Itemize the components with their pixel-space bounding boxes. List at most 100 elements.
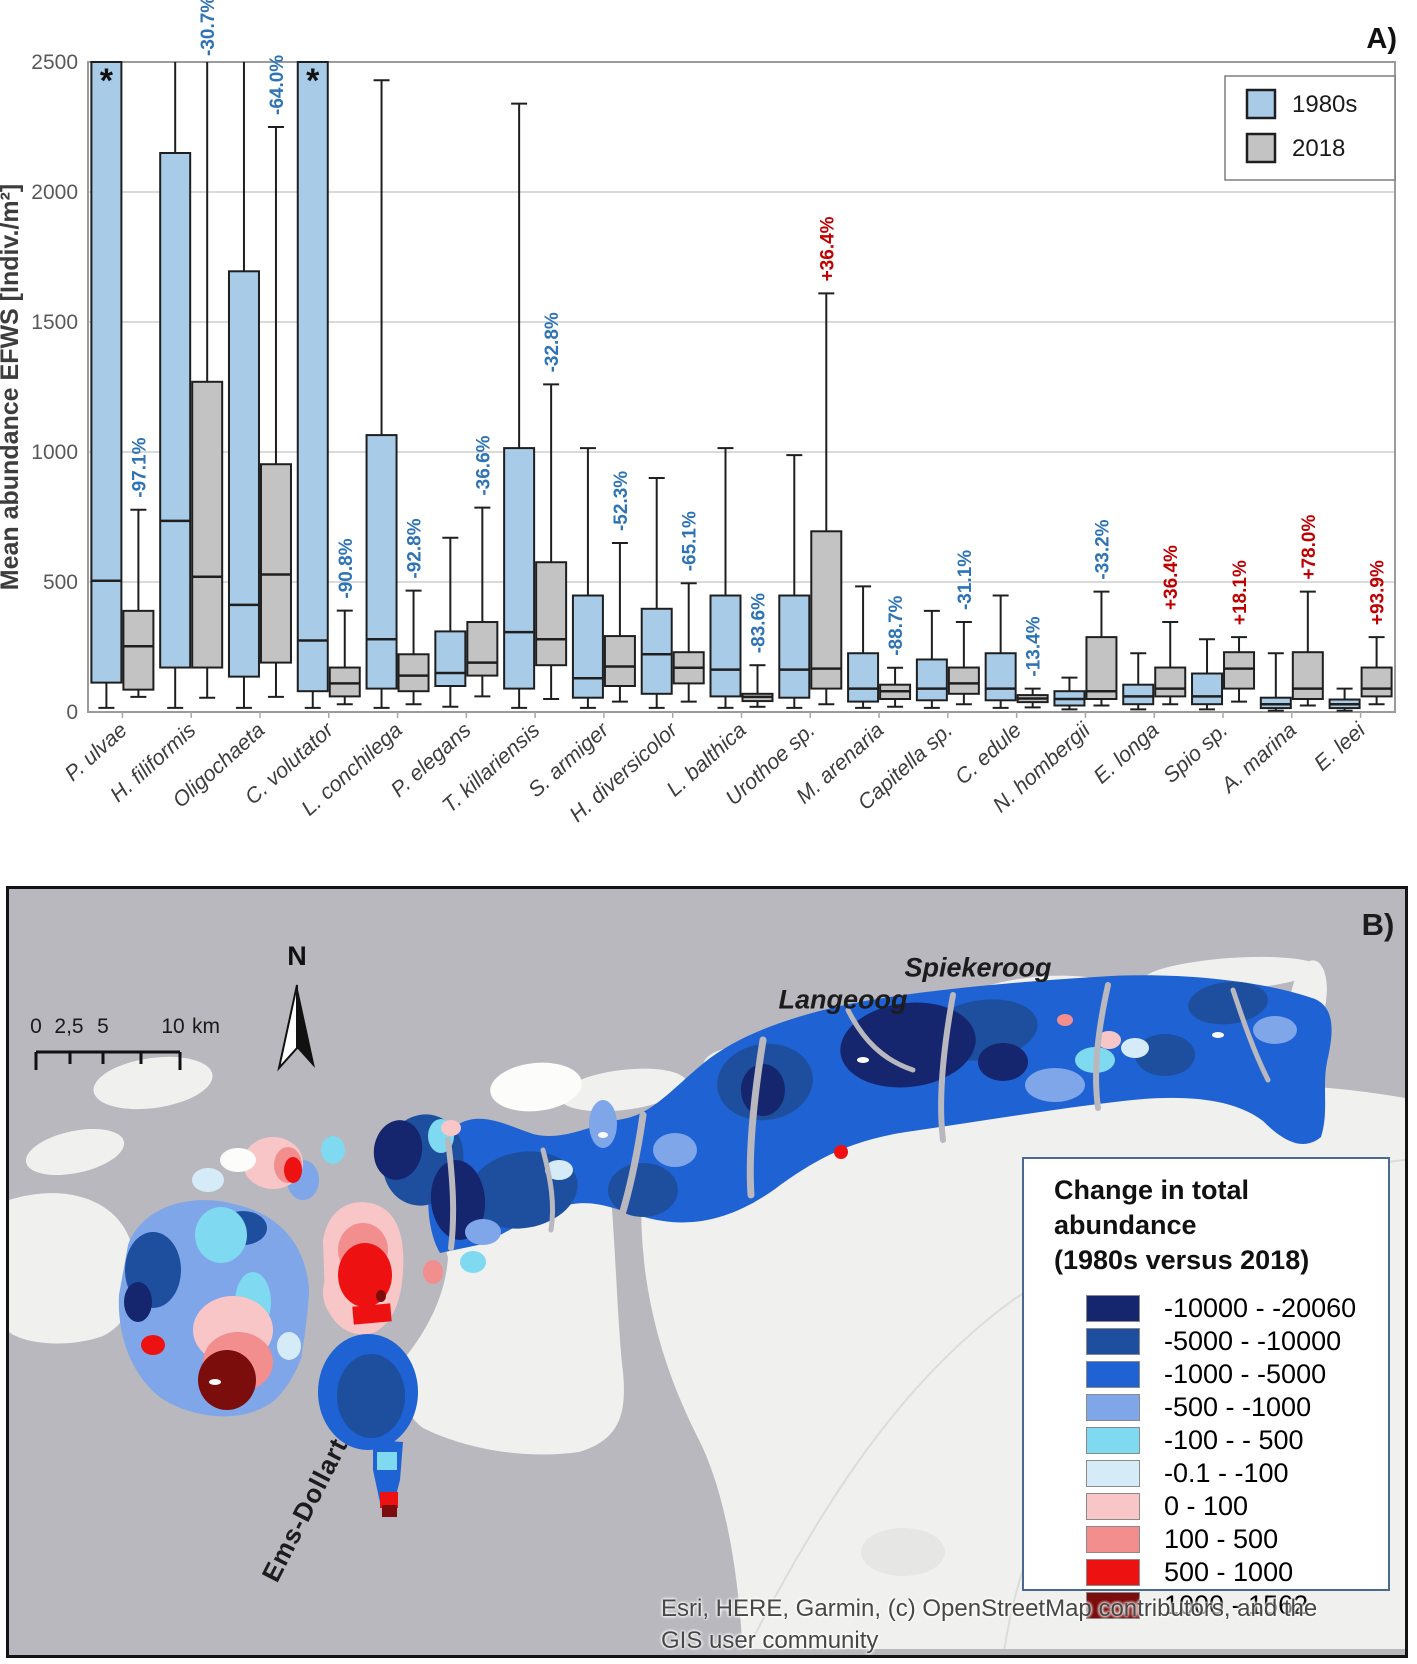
- pct-change-label-13: -31.1%: [955, 550, 976, 610]
- label-spiekeroog: Spiekeroog: [904, 952, 1052, 983]
- panel-a-label: A): [1366, 23, 1397, 55]
- map-legend-title-line2: (1980s versus 2018): [1054, 1245, 1310, 1275]
- legend-entry: -5000 - -10000: [1086, 1325, 1388, 1358]
- flats-patch: [192, 1168, 224, 1192]
- legend-entry: -500 - -1000: [1086, 1391, 1388, 1424]
- flats-patch: [352, 1303, 392, 1325]
- legend-swatch-1980s: [1245, 88, 1277, 120]
- legend-range-label: -5000 - -10000: [1164, 1326, 1342, 1356]
- flats-patch: [141, 1335, 165, 1355]
- legend-entry: -10000 - -20060: [1086, 1292, 1388, 1325]
- species-label-19: E. leei: [1309, 717, 1370, 776]
- flats-patch: [430, 1160, 486, 1240]
- flats-patch: [1097, 1031, 1121, 1049]
- label-langeoog: Langeoog: [778, 984, 908, 1015]
- pct-change-label-5: -92.8%: [405, 518, 426, 578]
- pct-change-label-19: +93.9%: [1368, 560, 1389, 625]
- flats-patch: [1135, 1034, 1195, 1076]
- pct-change-label-1: -97.1%: [129, 437, 150, 497]
- flats-patch: [460, 1251, 486, 1273]
- y-tick-label: 0: [66, 701, 78, 724]
- flats-patch: [653, 1133, 697, 1167]
- legend-entry: 500 - 1000: [1086, 1556, 1388, 1589]
- flats-patch: [198, 1350, 256, 1410]
- pct-change-label-14: -13.4%: [1024, 616, 1045, 676]
- panel-b-map: N 0 2,5 5 10 km Langeoog Spiekeroog Ems-Dol…: [6, 886, 1408, 1658]
- flats-patch: [834, 1145, 848, 1159]
- attribution-line1: Esri, HERE, Garmin, (c) OpenStreetMap co…: [661, 1595, 1318, 1622]
- flats-patch: [1025, 1068, 1085, 1102]
- legend-range-label: 100 - 500: [1164, 1524, 1279, 1554]
- species-group-7: -32.8%T. killariensis: [438, 102, 568, 818]
- map-legend: Change in total abundance (1980s versus …: [1022, 1157, 1390, 1620]
- pct-change-label-16: +36.4%: [1161, 545, 1182, 610]
- flats-patch: [545, 1160, 573, 1180]
- legend-range-label: 500 - 1000: [1164, 1557, 1294, 1587]
- flats-patch: [465, 1219, 501, 1245]
- flats-patch: [589, 1100, 617, 1148]
- y-tick-label: 500: [43, 571, 78, 594]
- pct-change-label-8: -52.3%: [611, 471, 632, 531]
- legend-entry: -100 - - 500: [1086, 1424, 1388, 1457]
- map-attribution: Esri, HERE, Garmin, (c) OpenStreetMap co…: [661, 1593, 1401, 1655]
- legend-range-label: -0.1 - -100: [1164, 1458, 1289, 1488]
- legend-color-swatch: [1086, 1592, 1140, 1619]
- scale-tick-label: 10: [161, 1015, 185, 1038]
- flats-patch: [195, 1207, 247, 1263]
- legend-color-swatch: [1086, 1427, 1140, 1454]
- legend-swatch-2018: [1245, 132, 1277, 164]
- flats-patch: [284, 1157, 302, 1183]
- scale-tick-label: 0: [30, 1015, 42, 1038]
- north-label: N: [287, 941, 307, 971]
- legend-range-label: -500 - -1000: [1164, 1392, 1312, 1422]
- legend-entry: -1000 - -5000: [1086, 1358, 1388, 1391]
- flats-patch: [1188, 981, 1268, 1025]
- clipped-box-star: *: [306, 62, 320, 100]
- flats-patch: [441, 1120, 461, 1136]
- flats-patch: [377, 1452, 397, 1470]
- y-axis-title: Mean abundance EFWS [Indiv./m²]: [0, 184, 24, 591]
- panel-b-label: B): [1361, 907, 1395, 942]
- pct-change-label-11: +36.4%: [817, 216, 838, 281]
- legend-color-swatch: [1086, 1328, 1140, 1355]
- pct-change-label-4: -90.8%: [336, 538, 357, 598]
- clipped-box-star: *: [100, 62, 114, 100]
- pct-change-label-18: +78.0%: [1299, 515, 1320, 580]
- pct-change-label-9: -65.1%: [680, 511, 701, 571]
- legend-label-1980s: 1980s: [1292, 91, 1357, 118]
- legend-entry: 100 - 500: [1086, 1523, 1388, 1556]
- legend-label-2018: 2018: [1292, 135, 1345, 162]
- pct-change-label-3: -64.0%: [267, 55, 288, 115]
- flats-patch: [376, 1290, 386, 1302]
- flats-patch: [382, 1505, 397, 1517]
- legend-color-swatch: [1086, 1361, 1140, 1388]
- legend-entry: 0 - 100: [1086, 1490, 1388, 1523]
- legend-color-swatch: [1086, 1394, 1140, 1421]
- flats-patch: [423, 1260, 443, 1284]
- y-tick-label: 1500: [31, 311, 78, 334]
- species-label-18: A. marina: [1215, 718, 1301, 799]
- pct-change-label-15: -33.2%: [1092, 519, 1113, 579]
- legend-entry: 1000 - 1562: [1086, 1589, 1388, 1622]
- species-group-6: -36.6%P. elegans: [386, 435, 499, 802]
- legend-color-swatch: [1086, 1559, 1140, 1586]
- flats-patch: [1121, 1038, 1149, 1058]
- legend-range-label: -100 - - 500: [1164, 1425, 1304, 1455]
- scale-tick-label: 5: [97, 1015, 109, 1038]
- pct-change-label-10: -83.6%: [749, 593, 770, 653]
- legend-range-label: -1000 - -5000: [1164, 1359, 1327, 1389]
- flats-patch: [380, 1492, 398, 1508]
- chart-legend: 1980s 2018: [1224, 75, 1396, 181]
- attribution-line2: GIS user community: [661, 1627, 879, 1654]
- legend-color-swatch: [1086, 1526, 1140, 1553]
- flats-patch: [978, 1043, 1028, 1081]
- legend-color-swatch: [1086, 1460, 1140, 1487]
- y-tick-label: 1000: [31, 441, 78, 464]
- scale-tick-label: 2,5: [54, 1015, 84, 1038]
- pct-change-label-7: -32.8%: [542, 312, 563, 372]
- flats-patch: [1057, 1014, 1073, 1026]
- legend-color-swatch: [1086, 1493, 1140, 1520]
- flats-patch: [337, 1354, 405, 1438]
- legend-entry: -0.1 - -100: [1086, 1457, 1388, 1490]
